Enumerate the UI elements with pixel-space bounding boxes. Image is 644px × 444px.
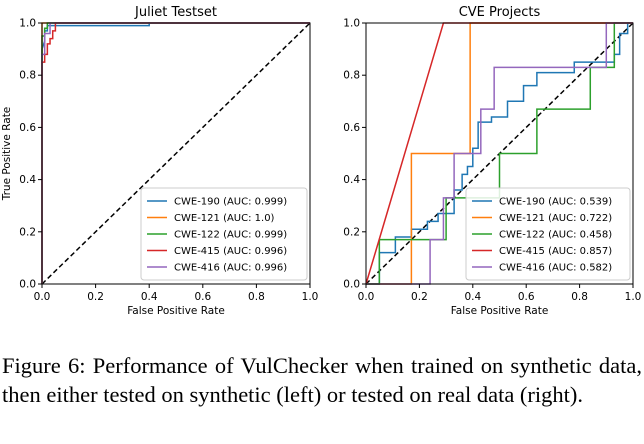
x-tick-label: 0.0 xyxy=(358,291,375,303)
legend-label: CWE-190 (AUC: 0.539) xyxy=(499,197,612,208)
figure-svg: Juliet Testset 0.0 0.2 0.4 0.6 0.8 1.0 0.0 0.2 0.… xyxy=(1,5,641,317)
x-tick-label: 0.8 xyxy=(571,291,588,303)
chart-title: CVE Projects xyxy=(459,5,541,20)
y-tick-label: 0.8 xyxy=(19,70,36,82)
x-tick-label: 0.6 xyxy=(518,291,535,303)
y-tick-label: 0.0 xyxy=(343,279,360,291)
y-axis-label: True Positive Rate xyxy=(1,107,13,202)
legend-label: CWE-122 (AUC: 0.458) xyxy=(499,230,612,241)
legend-label: CWE-121 (AUC: 1.0) xyxy=(174,213,275,224)
plot-area-frame xyxy=(365,22,634,285)
y-tick-label: 0.4 xyxy=(19,174,36,186)
legend-label: CWE-190 (AUC: 0.999) xyxy=(174,197,287,208)
x-tick-label: 1.0 xyxy=(625,291,642,303)
figure-caption: Figure 6: Performance of VulChecker when… xyxy=(2,353,642,407)
x-tick-label: 0.4 xyxy=(464,291,481,303)
x-tick-label: 0.2 xyxy=(411,291,428,303)
legend-label: CWE-415 (AUC: 0.857) xyxy=(499,246,612,257)
legend-label: CWE-416 (AUC: 0.582) xyxy=(499,263,612,274)
roc-curve-3 xyxy=(366,22,633,285)
y-tick-label: 0.4 xyxy=(343,174,360,186)
legend-label: CWE-121 (AUC: 0.722) xyxy=(499,213,612,224)
x-tick-label: 0.8 xyxy=(248,291,265,303)
roc-curve-1 xyxy=(41,22,310,284)
y-tick-label: 1.0 xyxy=(343,18,360,30)
legend-label: CWE-416 (AUC: 0.996) xyxy=(174,263,287,274)
y-tick-label: 1.0 xyxy=(19,18,36,30)
roc-curve-4 xyxy=(41,22,310,284)
roc-curve-1 xyxy=(366,22,633,285)
figure: Juliet Testset 0.0 0.2 0.4 0.6 0.8 1.0 0.0 0.2 0.… xyxy=(1,5,641,317)
y-tick-label: 0.6 xyxy=(343,122,360,134)
legend-box xyxy=(465,187,631,281)
y-tick-label: 0.0 xyxy=(19,279,36,291)
x-tick-label: 0.4 xyxy=(141,291,158,303)
roc-curve-5 xyxy=(366,22,633,285)
y-tick-label: 0.6 xyxy=(19,122,36,134)
y-tick-label: 0.2 xyxy=(19,226,36,238)
y-tick-label: 0.8 xyxy=(343,70,360,82)
chart-2: CVE Projects 0.0 0.2 0.4 0.6 0.8 1.0 0.0 0.2 0.4 0… xyxy=(343,5,641,317)
x-tick-label: 0.6 xyxy=(194,291,211,303)
x-axis-label: False Positive Rate xyxy=(127,305,225,317)
chart-title: Juliet Testset xyxy=(134,5,217,20)
legend-box xyxy=(140,187,308,281)
plot-area-frame xyxy=(41,22,311,285)
legend-label: CWE-415 (AUC: 0.996) xyxy=(174,246,287,257)
legend: CWE-190 (AUC: 0.539) CWE-121 (AUC: 0.722)… xyxy=(465,187,631,281)
chart-1: Juliet Testset 0.0 0.2 0.4 0.6 0.8 1.0 0.0 0.2 0.… xyxy=(1,5,318,317)
y-tick-label: 0.2 xyxy=(343,226,360,238)
x-tick-label: 0.2 xyxy=(87,291,104,303)
x-axis-label: False Positive Rate xyxy=(451,305,549,317)
legend: CWE-190 (AUC: 0.999) CWE-121 (AUC: 1.0) CW… xyxy=(140,187,308,281)
x-tick-label: 1.0 xyxy=(302,291,319,303)
diagonal-reference-line xyxy=(41,22,311,285)
x-tick-label: 0.0 xyxy=(34,291,51,303)
legend-label: CWE-122 (AUC: 0.999) xyxy=(174,230,287,241)
